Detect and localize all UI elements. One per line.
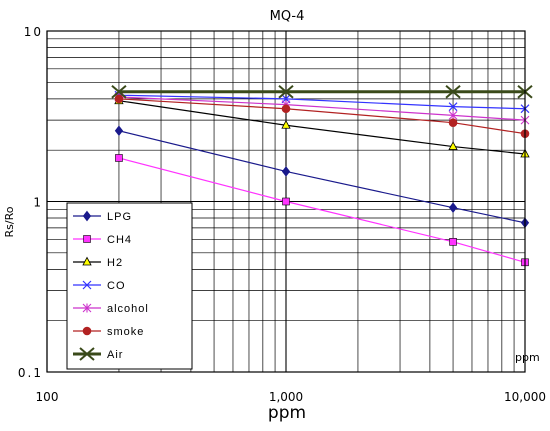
series-line-alcohol [118, 96, 526, 121]
corner-unit-label: ppm [515, 351, 540, 364]
series-line-co [118, 94, 526, 110]
data-point-air [278, 85, 294, 99]
data-point-smoke [114, 94, 124, 104]
data-point-co [448, 102, 458, 112]
legend-item-ch4: CH4 [73, 234, 132, 246]
data-point-h2 [281, 119, 291, 129]
legend-item-air: Air [73, 347, 123, 361]
series-line-smoke [118, 98, 526, 135]
data-point-ch4 [449, 238, 457, 246]
legend-label: CH4 [107, 234, 132, 246]
legend-swatch-marker [82, 210, 92, 222]
legend-swatch-marker [79, 347, 95, 361]
y-tick-label: 0.1 [18, 366, 43, 380]
legend-swatch-marker [82, 256, 92, 266]
legend-item-lpg: LPG [73, 210, 132, 223]
plot-frame [46, 30, 526, 373]
data-point-air [445, 85, 461, 99]
legend-item-alcohol: alcohol [73, 303, 149, 315]
y-tick-label: 10 [24, 25, 43, 39]
data-point-ch4 [282, 197, 290, 206]
series-smoke [114, 94, 530, 138]
legend-item-smoke: smoke [73, 326, 144, 338]
data-point-smoke [281, 104, 291, 114]
series-air [111, 85, 533, 99]
legend-label: smoke [107, 326, 144, 338]
series-lpg [114, 125, 530, 229]
data-point-h2 [448, 141, 458, 150]
series-line-ch4 [118, 157, 526, 263]
series-line-lpg [118, 130, 526, 224]
legend-swatch-marker [82, 303, 92, 313]
legend-label: H2 [107, 257, 123, 269]
x-tick-label: 10,000 [504, 390, 546, 404]
x-tick-label: 100 [36, 390, 59, 404]
data-point-lpg [281, 166, 291, 177]
legend-swatch-marker [83, 235, 91, 243]
data-point-air [111, 85, 127, 99]
legend-item-co: CO [73, 280, 126, 292]
data-point-smoke [448, 118, 458, 127]
series-line-h2 [118, 100, 526, 155]
series-layer [111, 85, 533, 267]
legend-swatch-marker [82, 326, 92, 336]
tick-labels: 100 1,000 10,000 10 1 0.1 [18, 25, 546, 404]
chart-title: MQ-4 [270, 9, 305, 24]
legend-item-h2: H2 [73, 256, 123, 269]
data-point-lpg [114, 125, 124, 137]
legend-swatch-marker [82, 280, 92, 290]
y-axis-label: Rs/Ro [3, 206, 16, 237]
x-axis-label: ppm [268, 403, 306, 423]
legend-label: LPG [107, 211, 132, 223]
x-tick-label: 1,000 [269, 390, 303, 404]
legend-label: alcohol [107, 303, 149, 315]
legend-label: CO [107, 280, 126, 292]
series-h2 [114, 95, 530, 158]
data-point-lpg [448, 202, 458, 213]
legend-label: Air [107, 349, 123, 361]
data-point-ch4 [115, 154, 123, 162]
y-tick-label: 1 [33, 196, 43, 210]
legend: LPG CH4 H2 CO alcohol smoke Air [66, 202, 193, 370]
